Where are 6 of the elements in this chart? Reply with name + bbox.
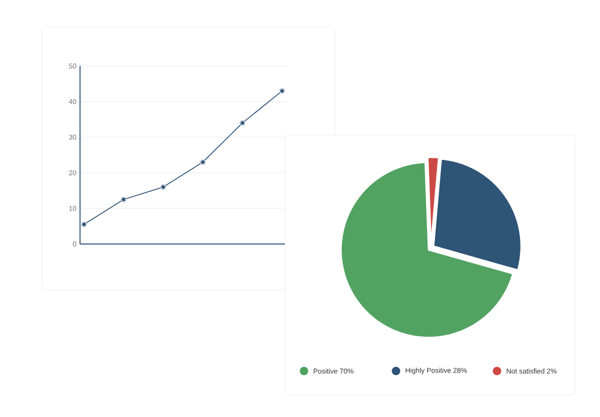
point xyxy=(200,159,206,165)
point xyxy=(240,120,246,126)
point xyxy=(160,184,166,190)
point xyxy=(120,196,126,202)
point xyxy=(81,222,87,228)
point xyxy=(279,88,285,94)
